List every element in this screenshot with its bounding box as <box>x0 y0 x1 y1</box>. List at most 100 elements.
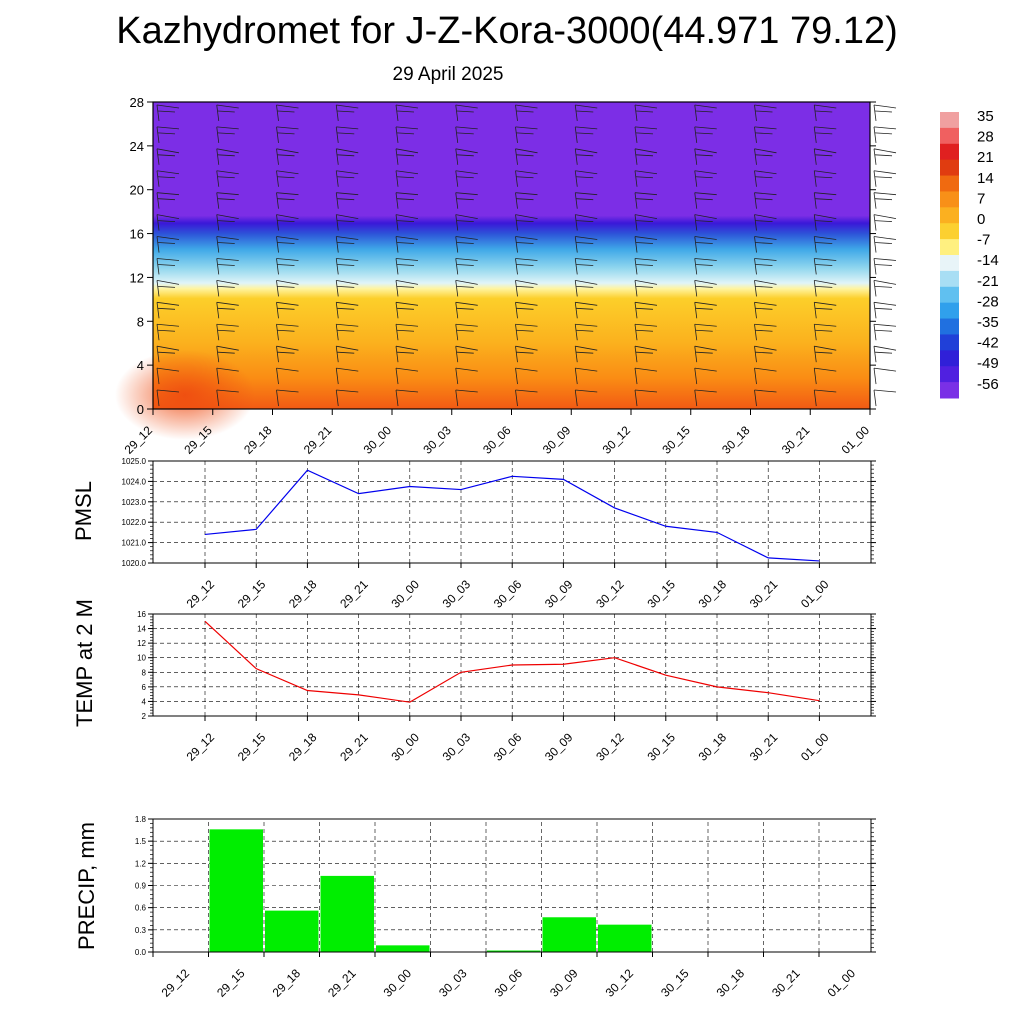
wind-barb-shaft <box>156 170 160 187</box>
wind-barb-flag <box>754 367 777 372</box>
wind-barb-flag <box>277 220 295 223</box>
wind-barb-flag <box>814 192 837 196</box>
wind-barb-flag <box>754 301 777 306</box>
precip-bar <box>320 875 374 952</box>
wind-barb-shaft <box>216 258 220 275</box>
wind-barb-flag <box>396 198 415 201</box>
wind-barb-flag <box>515 345 538 351</box>
wind-barb <box>395 279 419 297</box>
wind-barb-shaft <box>276 148 279 165</box>
wind-barb-flag <box>276 258 299 261</box>
wind-barb-shaft <box>574 192 578 209</box>
wind-barb-flag <box>694 214 717 220</box>
wind-barb-flag <box>814 236 837 240</box>
wind-barb-flag <box>635 329 654 332</box>
wind-barb <box>455 192 478 209</box>
wind-barb-flag <box>874 198 893 201</box>
wind-barb-flag <box>515 192 538 196</box>
wind-barb-flag <box>277 285 295 288</box>
wind-barb-flag <box>635 307 654 310</box>
xtick-label: 29_15 <box>235 730 269 764</box>
wind-barb-shaft <box>216 368 220 385</box>
wind-barb-flag <box>216 345 239 351</box>
wind-barb-shaft <box>335 258 339 275</box>
colorbar-segment <box>940 191 959 208</box>
wind-barb-flag <box>694 192 717 196</box>
wind-barb-flag <box>217 176 235 179</box>
wind-barb <box>156 279 180 297</box>
wind-barb-flag <box>575 192 598 196</box>
wind-barb <box>813 367 837 385</box>
wind-barb-flag <box>515 236 538 240</box>
wind-barb-flag <box>874 176 893 179</box>
wind-barb <box>694 279 717 297</box>
wind-barb-shaft <box>574 280 578 297</box>
wind-barb-shaft <box>813 214 817 231</box>
wind-barb-flag <box>395 301 419 306</box>
wind-barb-flag <box>337 351 355 354</box>
wind-barb-shaft <box>156 104 160 122</box>
wind-barb-flag <box>695 198 713 201</box>
wind-barb-flag <box>515 126 538 130</box>
wind-barb-flag <box>217 242 235 244</box>
wind-barb-flag <box>217 329 235 332</box>
wind-barb-shaft <box>873 126 877 143</box>
wind-barb-shaft <box>395 170 399 187</box>
wind-barb-shaft <box>754 368 757 385</box>
wind-barb <box>634 323 658 341</box>
heatmap-ytick-label: 20 <box>130 183 144 198</box>
wind-barb <box>455 214 478 231</box>
wind-barb <box>276 214 299 231</box>
ytick-label: 1021.0 <box>122 539 147 548</box>
wind-barb-shaft <box>335 280 339 297</box>
wind-barb-flag <box>634 279 658 285</box>
wind-barb-flag <box>815 351 833 354</box>
wind-barb-shaft <box>455 236 459 253</box>
wind-barb-flag <box>516 329 534 332</box>
wind-barb <box>694 367 717 385</box>
wind-barb <box>694 148 717 165</box>
wind-barb-flag <box>576 351 594 354</box>
wind-barb-flag <box>216 126 239 130</box>
wind-barb-flag <box>456 198 474 201</box>
wind-barb-shaft <box>574 346 578 363</box>
wind-barb <box>694 214 717 231</box>
wind-barb-flag <box>396 307 415 310</box>
wind-barb-flag <box>157 220 176 223</box>
precip-bar <box>487 950 541 952</box>
wind-barb-flag <box>337 198 355 201</box>
wind-barb-flag <box>874 154 893 157</box>
wind-barb-flag <box>874 242 893 244</box>
wind-barb-flag <box>217 351 235 354</box>
wind-barb-flag <box>455 214 478 220</box>
wind-barb-flag <box>576 220 594 223</box>
wind-barb <box>515 279 538 297</box>
heatmap-xtick-label: 30_06 <box>480 423 514 457</box>
wind-barb-flag <box>695 132 713 135</box>
wind-barb <box>574 192 598 209</box>
wind-barb-shaft <box>216 214 220 231</box>
wind-barb-flag <box>873 236 897 240</box>
wind-barb-shaft <box>634 280 638 297</box>
wind-barb <box>216 258 239 275</box>
wind-barb-flag <box>815 154 833 157</box>
wind-barbs <box>156 104 897 407</box>
wind-barb-flag <box>516 351 534 354</box>
wind-barb <box>515 258 538 275</box>
ytick-label: 0.6 <box>135 904 147 913</box>
xtick-label: 29_15 <box>214 966 248 1000</box>
wind-barb-flag <box>276 323 299 327</box>
wind-barb-flag <box>336 301 359 306</box>
wind-barb-shaft <box>156 258 160 275</box>
wind-barb <box>156 104 180 122</box>
wind-barb-shaft <box>395 302 399 319</box>
wind-barb <box>754 301 777 319</box>
ytick-label: 8 <box>142 668 147 677</box>
xtick-label: 29_12 <box>184 577 218 611</box>
xtick-label: 30_06 <box>492 966 526 1000</box>
wind-barb-flag <box>814 345 837 351</box>
heatmap-xtick-label: 30_00 <box>361 423 395 457</box>
wind-barb <box>873 192 897 209</box>
wind-barb-flag <box>873 345 897 351</box>
